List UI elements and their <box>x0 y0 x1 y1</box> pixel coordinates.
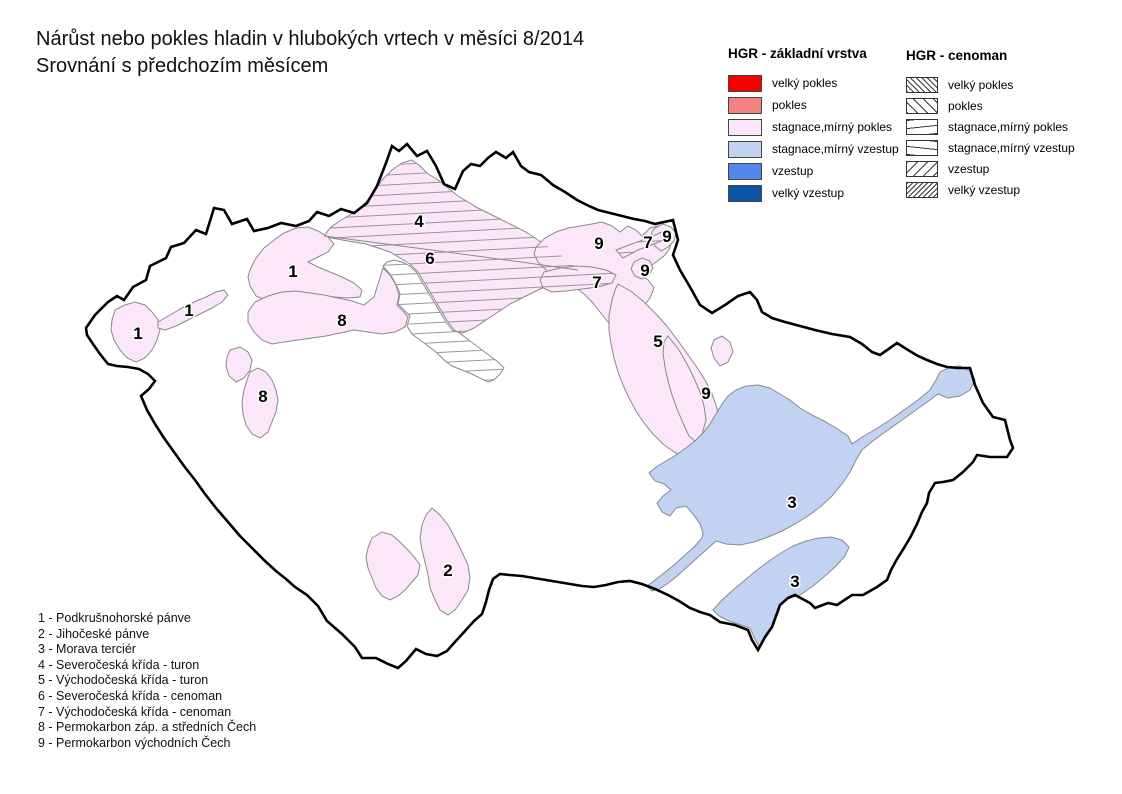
color-swatch <box>728 118 762 136</box>
legend-item: stagnace,mírný vzestup <box>728 138 903 160</box>
legend-item: velký vzestup <box>906 179 1096 200</box>
region-label: 3 <box>790 572 799 591</box>
legend-item: vzestup <box>906 158 1096 179</box>
map-title-line2: Srovnání s předchozím měsícem <box>36 55 329 77</box>
slash-dense-swatch <box>906 181 938 198</box>
slash-sparse-swatch <box>906 160 938 177</box>
region-label: 5 <box>653 332 662 351</box>
region-label: 8 <box>258 387 267 406</box>
legend-hgr-cenoman: HGR - cenoman velký pokles pokles stagnace… <box>906 48 1096 200</box>
region-list-item: 4 - Severočeská křída - turon <box>38 657 200 672</box>
region-label: 7 <box>643 233 652 252</box>
color-swatch <box>728 96 762 114</box>
region-9-sliver-outline <box>662 335 707 443</box>
region-label: 8 <box>337 311 346 330</box>
region-label: 1 <box>133 324 142 343</box>
legend-item: pokles <box>906 95 1096 116</box>
legend-item-label: pokles <box>772 98 807 112</box>
legend-item: velký vzestup <box>728 182 903 204</box>
legend-cenoman-rows: velký pokles pokles stagnace,mírný pokles s… <box>906 74 1096 200</box>
region-index-list: 1 - Podkrušnohorské pánve 2 - Jihočeské p… <box>38 611 256 751</box>
backslash-dense-swatch <box>906 76 938 93</box>
backslash-sparse-swatch <box>906 97 938 114</box>
legend-zakladni-title: HGR - základní vrstva <box>728 46 867 61</box>
region-label: 9 <box>662 227 671 246</box>
region-list-item: 7 - Východočeská křída - cenoman <box>38 704 232 719</box>
region-2-jihoceske-panve-east <box>419 507 471 616</box>
region-2-jihoceske-panve-west <box>365 531 421 601</box>
color-swatch <box>728 140 762 158</box>
region-1-podkrusnohorske-panve-west <box>110 301 161 363</box>
legend-item: vzestup <box>728 160 903 182</box>
country-border <box>84 142 1015 670</box>
region-label: 1 <box>184 301 193 320</box>
legend-item: velký pokles <box>906 74 1096 95</box>
legend-item: pokles <box>728 94 903 116</box>
region-1-podkrusnohorske-panve-middle <box>157 289 229 331</box>
region-label: 9 <box>640 261 649 280</box>
legend-item: stagnace,mírný pokles <box>728 116 903 138</box>
map-title-line1: Nárůst nebo pokles hladin v hlubokých vr… <box>36 28 585 50</box>
region-list-item: 2 - Jihočeské pánve <box>38 626 150 641</box>
legend-item-label: stagnace,mírný pokles <box>948 119 1069 134</box>
legend-item-label: velký pokles <box>772 76 838 90</box>
legend-item-label: velký pokles <box>948 77 1014 92</box>
legend-hgr-zakladni: HGR - základní vrstva velký pokles pokles… <box>728 46 903 204</box>
region-8-permokarbon-south <box>241 367 279 439</box>
region-3-morava-tercier-north <box>646 365 976 592</box>
region-list-item: 6 - Severočeská křída - cenoman <box>38 688 223 703</box>
legend-item: stagnace,mírný vzestup <box>906 137 1096 158</box>
region-label: 3 <box>787 493 796 512</box>
region-list-item: 8 - Permokarbon záp. a středních Čech <box>38 720 257 735</box>
color-swatch <box>728 184 762 202</box>
legend-item: stagnace,mírný pokles <box>906 116 1096 137</box>
region-list-item: 3 - Morava terciér <box>38 642 136 657</box>
legend-item-label: vzestup <box>772 164 814 178</box>
region-label: 2 <box>443 561 452 580</box>
legend-cenoman-title: HGR - cenoman <box>906 48 1008 63</box>
region-list-item: 1 - Podkrušnohorské pánve <box>38 611 191 625</box>
legend-item-label: velký vzestup <box>772 186 845 200</box>
region-3-morava-tercier-south <box>712 536 850 648</box>
region-8-permokarbon-main <box>247 267 409 345</box>
region-list-item: 9 - Permokarbon východních Čech <box>38 735 231 750</box>
nearhorizontal-down-swatch <box>906 118 938 135</box>
region-label: 6 <box>425 249 434 268</box>
region-list-item: 5 - Východočeská křída - turon <box>38 673 209 688</box>
region-label: 9 <box>594 234 603 253</box>
regions-stagnace-mirny-vzestup <box>646 365 976 648</box>
region-9-permokarbon-middle <box>630 257 654 280</box>
legend-item: velký pokles <box>728 72 903 94</box>
region-label: 9 <box>701 384 710 403</box>
region-label: 4 <box>414 212 424 231</box>
legend-item-label: stagnace,mírný pokles <box>772 120 893 134</box>
nearhorizontal-up-swatch <box>906 139 938 156</box>
region-8-permokarbon-blob <box>225 346 253 383</box>
region-label: 7 <box>592 273 601 292</box>
legend-item-label: stagnace,mírný vzestup <box>948 140 1075 155</box>
color-swatch <box>728 74 762 92</box>
legend-zakladni-rows: velký pokles pokles stagnace,mírný pokles s… <box>728 72 903 204</box>
legend-item-label: vzestup <box>948 161 990 176</box>
page-title: Nárůst nebo pokles hladin v hlubokých vr… <box>36 26 584 80</box>
legend-item-label: stagnace,mírný vzestup <box>772 142 899 156</box>
legend-item-label: velký vzestup <box>948 182 1021 197</box>
legend-item-label: pokles <box>948 98 983 113</box>
color-swatch <box>728 162 762 180</box>
region-label: 1 <box>288 262 297 281</box>
region-5-small-east <box>710 335 734 367</box>
